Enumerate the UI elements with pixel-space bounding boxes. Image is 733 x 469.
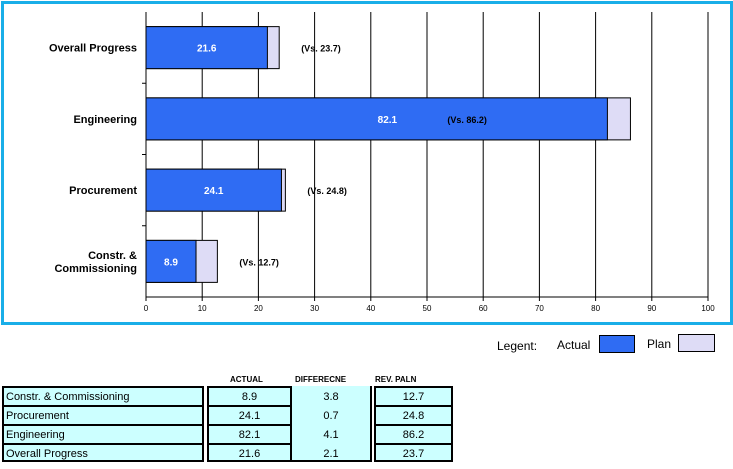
data-label: 8.9 — [164, 257, 178, 268]
category-label: Commissioning — [54, 263, 137, 275]
comparison-label: (Vs. 24.8) — [307, 186, 347, 196]
row-rev-plan: 23.7 — [374, 443, 453, 462]
chart-frame: 0 10 20 30 40 50 60 70 80 90 100 Overall Progress 21… — [1, 1, 733, 325]
x-tick-label: 100 — [701, 304, 715, 313]
x-tick-label: 80 — [591, 304, 600, 313]
data-label: 21.6 — [197, 44, 217, 55]
row-actual: 21.6 — [207, 443, 292, 462]
row-difference: 3.8 — [292, 386, 372, 405]
data-label: 24.1 — [204, 186, 224, 197]
column-header-actual: ACTUAL — [230, 375, 263, 384]
table-body: Constr. & Commissioning 8.9 3.8 12.7 Pro… — [2, 386, 453, 462]
comparison-label: (Vs. 12.7) — [239, 257, 279, 267]
row-name: Engineering — [2, 424, 204, 443]
row-difference: 0.7 — [292, 405, 372, 424]
comparison-label: (Vs. 23.7) — [301, 44, 341, 54]
category-label: Procurement — [69, 185, 137, 197]
column-header-rev-plan: REV. PALN — [375, 375, 417, 384]
data-label: 82.1 — [378, 115, 398, 126]
row-difference: 2.1 — [292, 443, 372, 462]
legend-actual-swatch — [599, 335, 635, 353]
column-header-difference: DIFFERECNE — [295, 375, 347, 384]
row-actual: 82.1 — [207, 424, 292, 443]
legend-title: Legent: — [497, 339, 538, 353]
table-row: Procurement 24.1 0.7 24.8 — [2, 405, 453, 424]
comparison-label: (Vs. 86.2) — [447, 115, 487, 125]
row-rev-plan: 12.7 — [374, 386, 453, 405]
actual-bar — [145, 168, 282, 212]
row-difference: 4.1 — [292, 424, 372, 443]
x-tick-label: 10 — [198, 304, 207, 313]
x-tick-label: 20 — [254, 304, 263, 313]
x-tick-label: 30 — [310, 304, 319, 313]
actual-bar — [145, 26, 268, 70]
row-name: Procurement — [2, 405, 204, 424]
legend-actual-label: Actual — [557, 338, 591, 352]
x-tick-label: 0 — [144, 304, 149, 313]
row-name: Constr. & Commissioning — [2, 386, 204, 405]
table-row: Overall Progress 21.6 2.1 23.7 — [2, 443, 453, 462]
row-rev-plan: 24.8 — [374, 405, 453, 424]
category-label: Overall Progress — [49, 43, 137, 55]
row-rev-plan: 86.2 — [374, 424, 453, 443]
actual-bar — [145, 239, 197, 283]
x-tick-label: 50 — [423, 304, 432, 313]
progress-bar-chart: 0 10 20 30 40 50 60 70 80 90 100 Overall Progress 21… — [49, 12, 715, 313]
category-label: Constr. & — [88, 250, 137, 262]
table-row: Engineering 82.1 4.1 86.2 — [2, 424, 453, 443]
x-tick-label: 40 — [366, 304, 375, 313]
x-tick-label: 90 — [647, 304, 656, 313]
category-label: Engineering — [73, 114, 137, 126]
row-name: Overall Progress — [2, 443, 204, 462]
table-row: Constr. & Commissioning 8.9 3.8 12.7 — [2, 386, 453, 405]
row-actual: 24.1 — [207, 405, 292, 424]
legend-plan-label: Plan — [647, 337, 672, 351]
x-tick-label: 60 — [479, 304, 488, 313]
legend-plan-swatch — [678, 334, 715, 352]
actual-bar — [145, 97, 608, 141]
x-tick-label: 70 — [535, 304, 544, 313]
row-actual: 8.9 — [207, 386, 292, 405]
